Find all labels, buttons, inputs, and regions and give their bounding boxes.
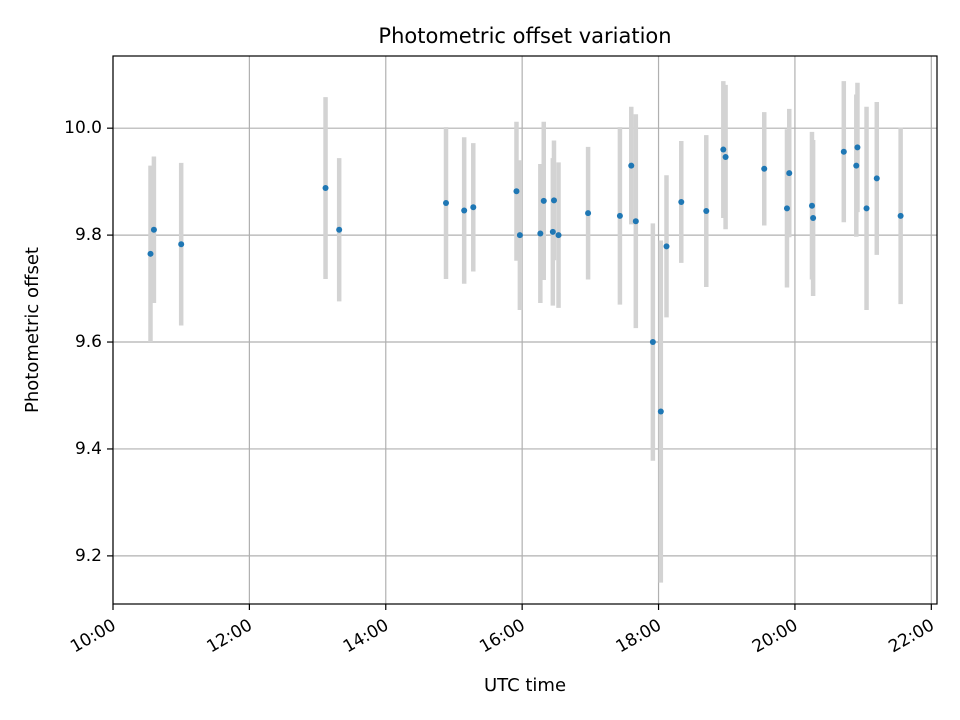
data-point (703, 208, 710, 215)
y-axis-ticks: 9.2 9.4 9.6 9.8 10.0 (64, 118, 113, 566)
y-axis-label: Photometric offset (22, 247, 43, 413)
chart-title: Photometric offset variation (378, 24, 671, 48)
x-axis-ticks: 10:00 12:00 14:00 16:00 18:00 20:00 22:00 (67, 604, 938, 657)
data-point (616, 212, 623, 219)
y-tick-label: 9.2 (75, 546, 102, 566)
y-tick-label: 10.0 (64, 118, 102, 138)
data-point (863, 205, 870, 212)
data-point (786, 170, 793, 177)
error-bars (148, 81, 903, 583)
x-tick-label: 14:00 (340, 615, 392, 657)
data-points (147, 144, 904, 415)
data-point (853, 162, 860, 169)
data-point (585, 210, 592, 217)
data-point (663, 243, 670, 250)
data-point (461, 207, 468, 214)
data-point (761, 165, 768, 172)
data-point (336, 226, 343, 233)
data-point (808, 202, 815, 209)
data-point (873, 175, 880, 182)
x-tick-label: 16:00 (476, 615, 528, 657)
data-point (555, 232, 562, 239)
x-tick-label: 18:00 (613, 615, 665, 657)
data-point (549, 228, 556, 235)
data-point (840, 148, 847, 155)
plot-frame (112, 55, 938, 605)
data-point (783, 205, 790, 212)
data-point (322, 185, 329, 192)
data-point (649, 339, 656, 346)
x-tick-label: 12:00 (203, 615, 255, 657)
data-point (550, 197, 557, 204)
data-point (810, 214, 817, 221)
y-tick-label: 9.6 (75, 332, 102, 352)
data-point (722, 154, 729, 161)
x-tick-label: 22:00 (885, 615, 937, 657)
data-point (632, 218, 639, 225)
data-point (513, 188, 520, 195)
y-tick-label: 9.8 (75, 225, 102, 245)
data-point (178, 241, 185, 248)
data-point (147, 250, 154, 257)
x-axis-label: UTC time (484, 675, 566, 696)
data-point (678, 198, 685, 205)
data-point (628, 162, 635, 169)
x-tick-label: 10:00 (67, 615, 119, 657)
data-point (516, 232, 523, 239)
data-point (150, 226, 157, 233)
data-point (720, 146, 727, 153)
y-tick-label: 9.4 (75, 439, 102, 459)
data-point (897, 212, 904, 219)
data-point (854, 144, 861, 151)
data-point (540, 197, 547, 204)
data-point (443, 200, 450, 207)
grid-lines (112, 56, 937, 604)
x-tick-label: 20:00 (749, 615, 801, 657)
data-point (537, 230, 544, 237)
data-point (470, 204, 477, 211)
data-point (657, 408, 664, 415)
